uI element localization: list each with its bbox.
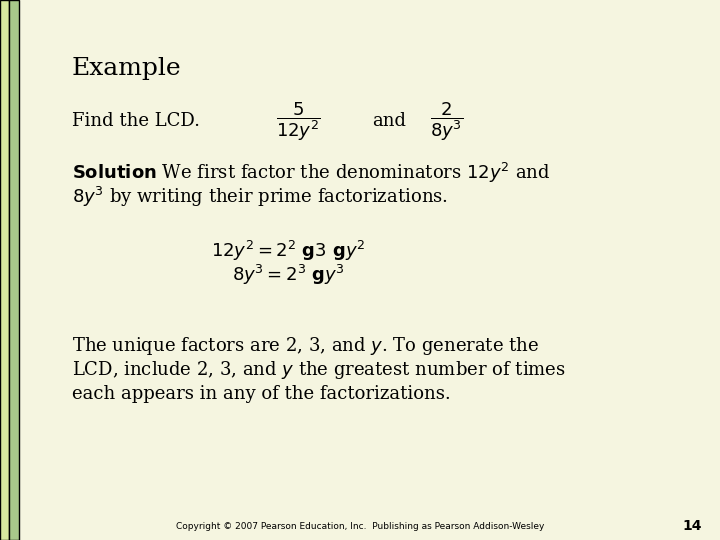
Text: $8y^3$ by writing their prime factorizations.: $8y^3$ by writing their prime factorizat… <box>72 185 448 209</box>
Text: $\mathbf{Solution}$ We first factor the denominators $12y^2$ and: $\mathbf{Solution}$ We first factor the … <box>72 161 550 185</box>
Text: $\dfrac{2}{8y^{3}}$: $\dfrac{2}{8y^{3}}$ <box>430 100 463 143</box>
Text: 14: 14 <box>683 519 702 534</box>
Text: $\dfrac{5}{12y^{2}}$: $\dfrac{5}{12y^{2}}$ <box>276 100 321 143</box>
Text: each appears in any of the factorizations.: each appears in any of the factorization… <box>72 385 451 403</box>
FancyBboxPatch shape <box>9 0 19 540</box>
Text: and: and <box>372 112 406 131</box>
Text: Example: Example <box>72 57 181 80</box>
Text: The unique factors are 2, 3, and $y$. To generate the: The unique factors are 2, 3, and $y$. To… <box>72 335 539 356</box>
Text: Find the LCD.: Find the LCD. <box>72 112 200 131</box>
Text: $8y^3 = 2^3 \ \mathbf{g}y^3$: $8y^3 = 2^3 \ \mathbf{g}y^3$ <box>232 264 344 287</box>
Text: LCD, include 2, 3, and $y$ the greatest number of times: LCD, include 2, 3, and $y$ the greatest … <box>72 359 566 381</box>
Text: Copyright © 2007 Pearson Education, Inc.  Publishing as Pearson Addison-Wesley: Copyright © 2007 Pearson Education, Inc.… <box>176 522 544 531</box>
FancyBboxPatch shape <box>0 0 9 540</box>
Text: $12y^2 = 2^2 \ \mathbf{g}3 \ \mathbf{g}y^2$: $12y^2 = 2^2 \ \mathbf{g}3 \ \mathbf{g}y… <box>211 239 365 263</box>
